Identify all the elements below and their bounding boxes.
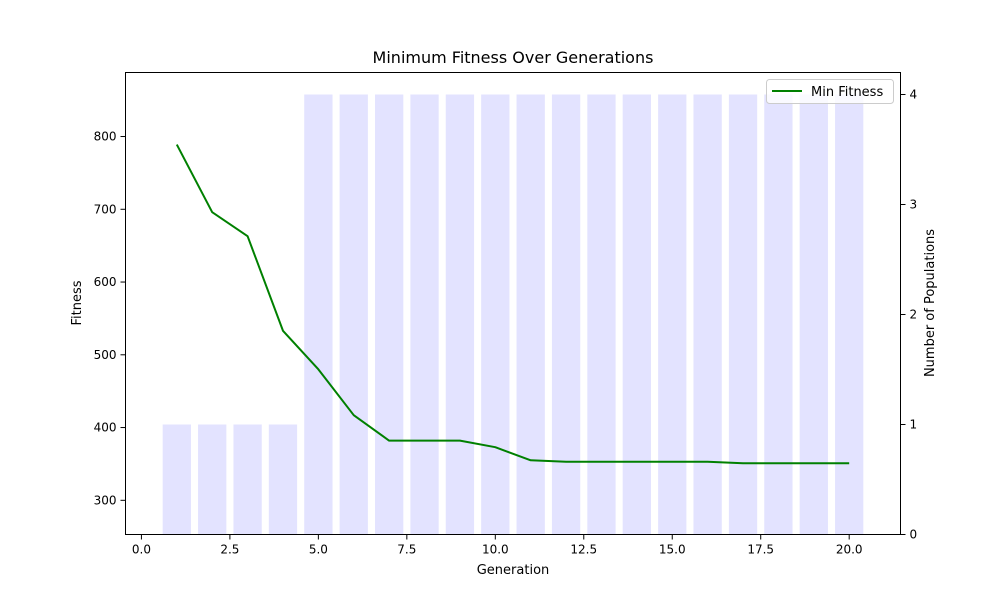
population-bar (693, 94, 722, 535)
left-y-tick-label: 300 (94, 493, 117, 507)
population-bar (268, 424, 298, 535)
plot-frame (125, 72, 901, 535)
left-y-tick-label: 500 (94, 348, 117, 362)
x-tick-label: 0.0 (132, 543, 151, 557)
x-axis-label: Generation (477, 563, 550, 578)
population-bar (835, 94, 864, 535)
min-fitness-line (175, 144, 850, 465)
population-bar (198, 424, 227, 535)
population-bar (764, 94, 793, 535)
left-y-tick-label: 700 (94, 202, 117, 216)
population-bar (162, 424, 191, 535)
population-bar (410, 94, 439, 535)
right-y-tick-label: 4 (910, 88, 918, 102)
fitness-line-layer (175, 144, 850, 465)
right-y-tick-label: 2 (910, 308, 918, 322)
left-y-axis-ticks: 300 400 500 600 700 800 (94, 130, 126, 507)
x-axis-ticks: 0.0 2.5 5.0 7.5 10.0 12.5 15.0 17.5 20.0 (132, 534, 863, 557)
population-bar (551, 94, 581, 535)
population-bar (233, 424, 262, 535)
x-tick-label: 17.5 (747, 543, 774, 557)
right-y-axis-ticks: 0 1 2 3 4 (900, 88, 918, 542)
left-y-tick-label: 400 (94, 421, 117, 435)
x-tick-label: 10.0 (482, 543, 509, 557)
population-bar (445, 94, 475, 535)
population-bars (162, 94, 864, 535)
population-bar (658, 94, 687, 535)
population-bar (728, 94, 758, 535)
left-y-tick-label: 600 (94, 275, 117, 289)
legend-box (766, 79, 894, 104)
chart-title: Minimum Fitness Over Generations (373, 48, 654, 67)
x-tick-label: 20.0 (836, 543, 863, 557)
population-bar (374, 94, 404, 535)
right-y-tick-label: 0 (910, 528, 918, 542)
legend: Min Fitness (766, 79, 894, 104)
population-bar (516, 94, 545, 535)
right-y-tick-label: 1 (910, 418, 918, 432)
population-bar (481, 94, 510, 535)
left-y-tick-label: 800 (94, 130, 117, 144)
right-y-tick-label: 3 (910, 198, 918, 212)
x-tick-label: 7.5 (397, 543, 416, 557)
population-bar (799, 94, 828, 535)
x-tick-label: 2.5 (220, 543, 239, 557)
x-tick-label: 15.0 (659, 543, 686, 557)
population-bar (304, 94, 333, 535)
x-tick-label: 5.0 (309, 543, 328, 557)
left-y-axis-label: Fitness (70, 280, 85, 325)
x-tick-label: 12.5 (570, 543, 597, 557)
population-bar (622, 94, 652, 535)
population-bar (587, 94, 616, 535)
right-y-axis-label: Number of Populations (923, 229, 938, 377)
legend-min-fitness-label: Min Fitness (811, 85, 883, 100)
population-bar (339, 94, 368, 535)
